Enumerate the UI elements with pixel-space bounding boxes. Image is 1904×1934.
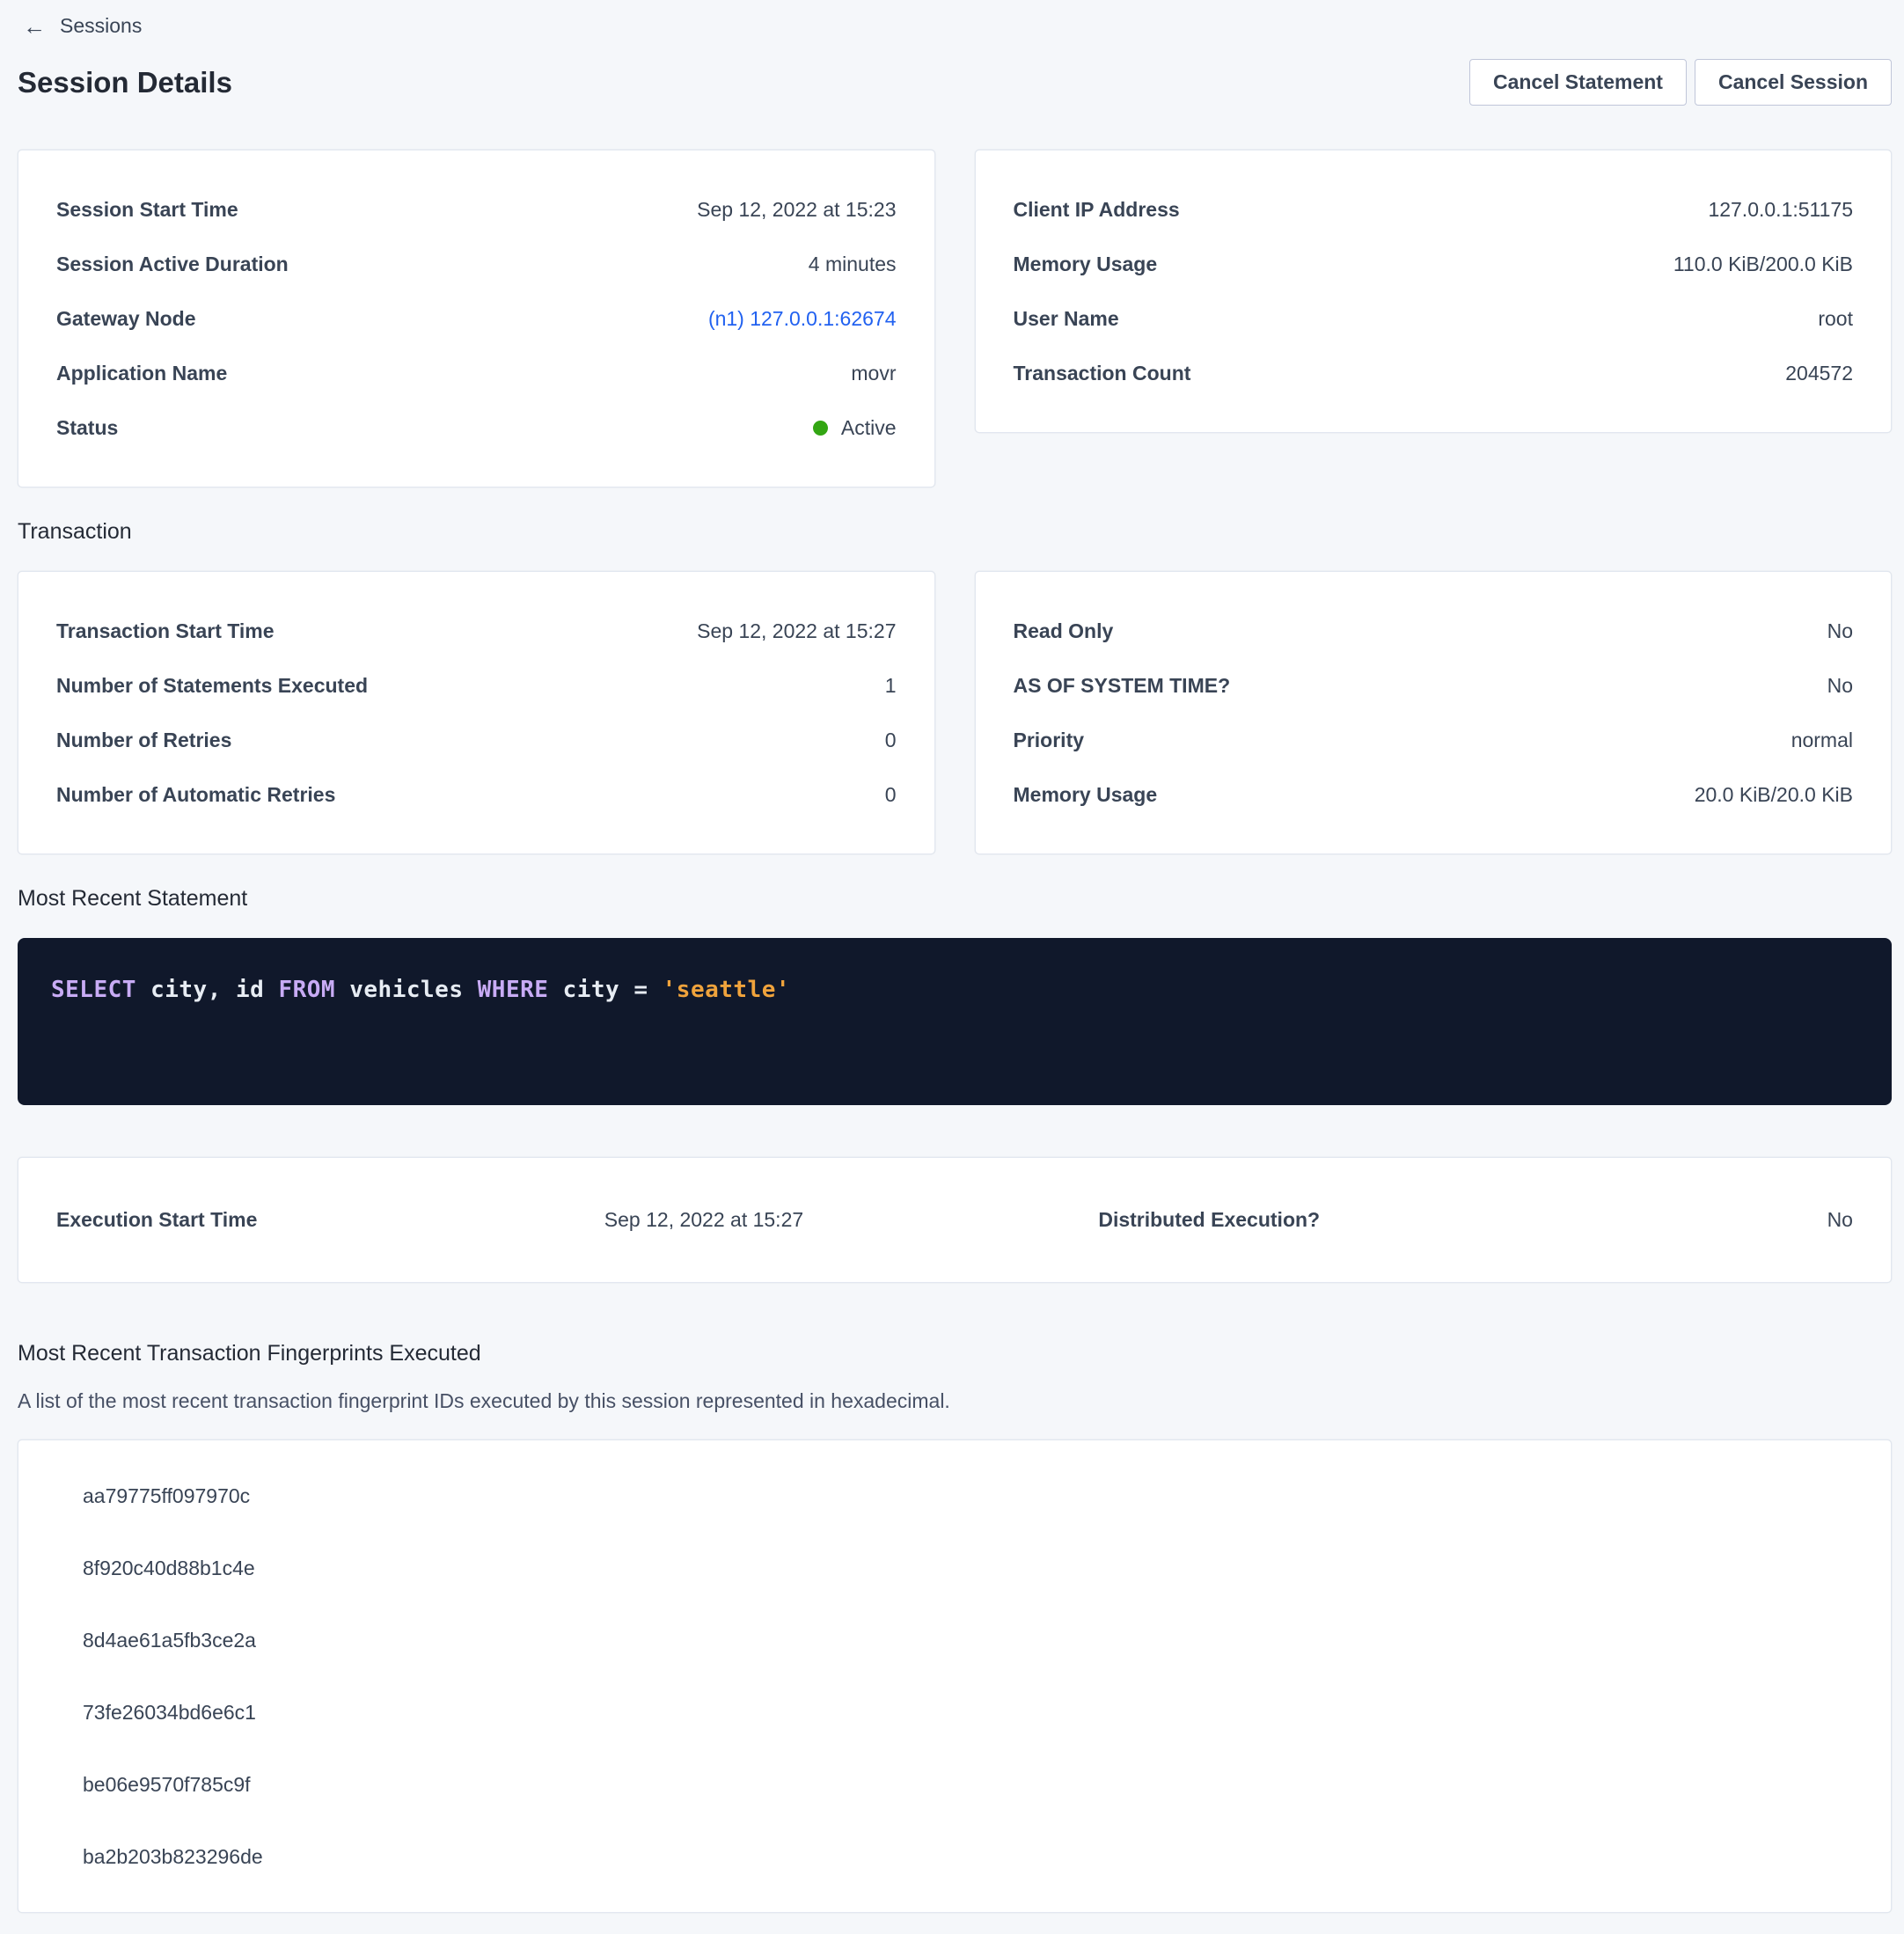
transaction-section-title: Transaction [18, 519, 132, 544]
info-value: 1 [884, 673, 897, 697]
status-value: Active [812, 415, 897, 440]
info-row: Number of Statements Executed 1 [56, 658, 897, 713]
sql-text: city, id [150, 977, 279, 1003]
sql-text: city = [562, 977, 663, 1003]
info-value: 0 [884, 728, 897, 751]
fingerprint-item: ba2b203b823296de [83, 1844, 263, 1868]
fingerprint-item: 73fe26034bd6e6c1 [83, 1700, 256, 1724]
fingerprint-item: aa79775ff097970c [83, 1483, 251, 1507]
gateway-node-link[interactable]: (n1) 127.0.0.1:62674 [707, 306, 897, 330]
page-title: Session Details [18, 65, 232, 99]
info-value: 110.0 KiB/200.0 KiB [1673, 252, 1853, 275]
session-card-left: Session Start Time Sep 12, 2022 at 15:23… [18, 150, 935, 487]
info-label: Application Name [56, 361, 228, 385]
info-value: No [1827, 619, 1853, 642]
cancel-session-button[interactable]: Cancel Session [1694, 59, 1892, 106]
info-row: Memory Usage 20.0 KiB/20.0 KiB [1014, 767, 1854, 822]
execution-card: Execution Start Time Sep 12, 2022 at 15:… [18, 1157, 1892, 1283]
info-row: Gateway Node (n1) 127.0.0.1:62674 [56, 291, 897, 346]
back-arrow-icon: ← [23, 12, 46, 40]
info-label: Client IP Address [1013, 197, 1180, 221]
info-value: 127.0.0.1:51175 [1708, 197, 1853, 221]
back-to-sessions-link[interactable]: ← Sessions [23, 14, 142, 38]
info-value: Sep 12, 2022 at 15:27 [697, 619, 897, 642]
info-row: Number of Automatic Retries 0 [56, 767, 897, 822]
info-value: 204572 [1785, 361, 1853, 385]
info-label: Transaction Start Time [56, 619, 275, 642]
info-value: movr [851, 361, 897, 385]
info-label: AS OF SYSTEM TIME? [1013, 673, 1231, 697]
info-label: Memory Usage [1013, 782, 1158, 806]
fingerprints-section-title: Most Recent Transaction Fingerprints Exe… [18, 1341, 481, 1366]
sql-string-literal: 'seattle' [662, 977, 791, 1003]
info-value: No [1827, 673, 1853, 697]
info-label: Status [56, 415, 119, 439]
info-label: Execution Start Time [56, 1208, 258, 1231]
sql-statement-box: SELECT city, id FROM vehicles WHERE city… [18, 938, 1892, 1105]
info-row: Status Active [56, 400, 897, 455]
info-label: Number of Retries [56, 728, 232, 751]
session-summary-cards: Session Start Time Sep 12, 2022 at 15:23… [18, 150, 1892, 487]
info-row: Transaction Start Time Sep 12, 2022 at 1… [56, 604, 897, 658]
info-value: 0 [884, 782, 897, 806]
info-row: Client IP Address 127.0.0.1:51175 [1014, 182, 1854, 237]
sql-keyword: WHERE [477, 977, 563, 1003]
info-row: Session Active Duration 4 minutes [56, 237, 897, 291]
info-label: Distributed Execution? [1098, 1208, 1321, 1231]
info-row: Read Only No [1014, 604, 1854, 658]
info-label: Number of Automatic Retries [56, 782, 336, 806]
fingerprint-item: be06e9570f785c9f [83, 1772, 251, 1796]
status-active-dot-icon [812, 420, 828, 436]
title-row: Session Details Cancel Statement Cancel … [18, 59, 1892, 106]
info-value: root [1818, 306, 1853, 330]
info-value: 20.0 KiB/20.0 KiB [1694, 782, 1853, 806]
info-label: Priority [1013, 728, 1085, 751]
cancel-statement-button[interactable]: Cancel Statement [1468, 59, 1687, 106]
info-label: Transaction Count [1013, 361, 1191, 385]
sql-text: vehicles [349, 977, 478, 1003]
info-label: Session Start Time [56, 197, 238, 221]
back-label: Sessions [60, 14, 143, 37]
info-value: normal [1790, 728, 1853, 751]
sql-keyword: SELECT [51, 977, 151, 1003]
info-label: Read Only [1013, 619, 1114, 642]
fingerprint-item: 8d4ae61a5fb3ce2a [83, 1628, 256, 1652]
distributed-execution-value: No [1827, 1208, 1853, 1231]
fingerprint-item: 8f920c40d88b1c4e [83, 1556, 255, 1579]
transaction-card-right: Read Only No AS OF SYSTEM TIME? No Prior… [974, 571, 1892, 854]
execution-start-time-value: Sep 12, 2022 at 15:27 [604, 1208, 804, 1231]
info-value: 4 minutes [808, 252, 897, 275]
info-row: Priority normal [1014, 713, 1854, 767]
transaction-cards: Transaction Start Time Sep 12, 2022 at 1… [18, 571, 1892, 854]
info-label: Memory Usage [1013, 252, 1158, 275]
info-label: Gateway Node [56, 306, 196, 330]
session-card-right: Client IP Address 127.0.0.1:51175 Memory… [974, 150, 1892, 433]
statement-section-title: Most Recent Statement [18, 886, 248, 911]
info-row: Transaction Count 204572 [1014, 346, 1854, 400]
info-row: Number of Retries 0 [56, 713, 897, 767]
info-row: Memory Usage 110.0 KiB/200.0 KiB [1014, 237, 1854, 291]
info-row: AS OF SYSTEM TIME? No [1014, 658, 1854, 713]
status-text: Active [840, 415, 897, 439]
info-label: Number of Statements Executed [56, 673, 369, 697]
fingerprints-card: aa79775ff097970c 8f920c40d88b1c4e 8d4ae6… [18, 1440, 1892, 1913]
info-value: Sep 12, 2022 at 15:23 [697, 197, 897, 221]
info-row: Application Name movr [56, 346, 897, 400]
fingerprints-description: A list of the most recent transaction fi… [18, 1389, 950, 1412]
transaction-card-left: Transaction Start Time Sep 12, 2022 at 1… [18, 571, 935, 854]
action-buttons: Cancel Statement Cancel Session [1468, 59, 1892, 106]
info-label: User Name [1013, 306, 1119, 330]
info-row: User Name root [1014, 291, 1854, 346]
info-label: Session Active Duration [56, 252, 289, 275]
info-row: Session Start Time Sep 12, 2022 at 15:23 [56, 182, 897, 237]
sql-keyword: FROM [278, 977, 350, 1003]
